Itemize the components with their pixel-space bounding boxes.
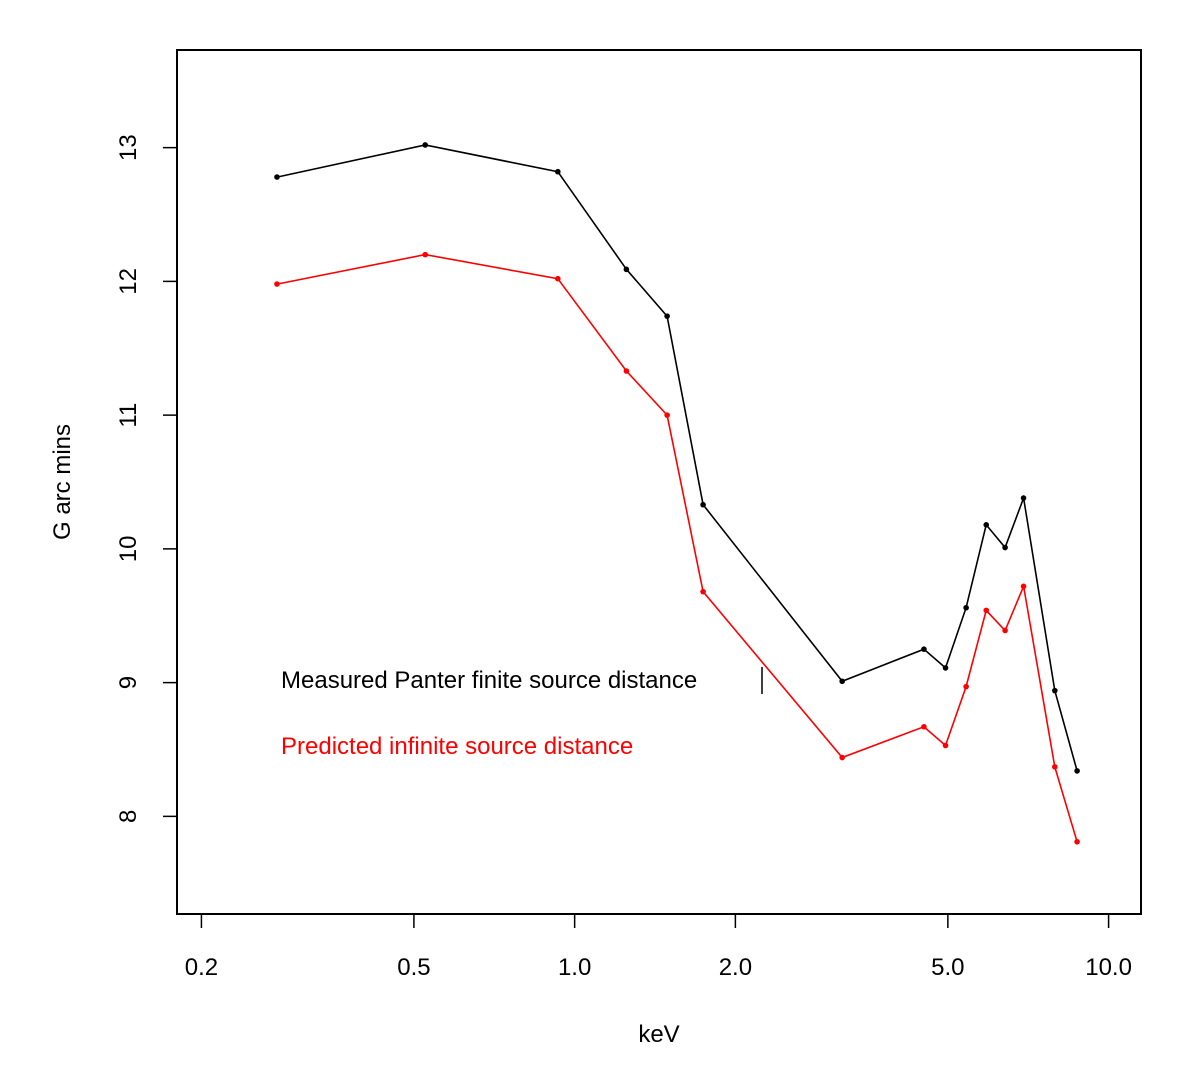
data-point [664,313,670,319]
data-point [1020,583,1027,590]
series-layer [274,142,1080,845]
x-tick-label: 0.2 [185,954,218,981]
x-axis: 0.2 0.5 1.0 2.0 5.0 10.0 [185,913,1132,981]
x-tick-label: 5.0 [931,954,964,981]
data-point [942,742,949,749]
data-point [623,266,630,273]
data-point [983,607,990,614]
series-1 [274,251,1080,845]
data-point [555,275,561,282]
data-point [839,678,845,685]
data-point [664,412,670,418]
y-tick-label: 10 [115,536,142,563]
data-point [1020,495,1027,501]
x-tick-label: 0.5 [397,954,430,981]
data-point [1074,768,1080,774]
data-point [963,683,969,690]
series-0 [274,142,1080,774]
data-point [963,604,969,611]
data-point [555,168,561,175]
data-point [422,142,429,148]
plot-frame [176,49,1142,915]
data-point [942,665,949,671]
y-axis: 8 9 10 11 12 13 [115,134,178,823]
x-tick-label: 10.0 [1085,954,1132,981]
legend-entry-measured: Measured Panter finite source distance [281,667,697,694]
data-point [1002,627,1008,634]
data-point [839,754,845,761]
data-point [700,501,706,508]
data-point [274,174,280,180]
data-point [1052,687,1058,694]
legend: Measured Panter finite source distance P… [281,667,763,760]
data-point [921,723,927,730]
y-tick-label: 8 [115,810,142,823]
x-tick-label: 2.0 [719,954,752,981]
data-point [274,281,280,287]
data-point [1052,764,1058,770]
data-point [700,588,706,595]
data-point [921,646,927,652]
legend-entry-predicted: Predicted infinite source distance [281,733,633,760]
data-point [422,251,429,258]
data-point [1074,838,1080,845]
y-tick-label: 13 [115,134,142,161]
data-point [1002,544,1008,551]
y-tick-label: 12 [115,268,142,295]
x-tick-label: 1.0 [558,954,591,981]
y-axis-label: G arc mins [49,424,76,540]
x-axis-label: keV [638,1021,679,1048]
y-tick-label: 9 [115,676,142,689]
data-point [623,368,630,374]
data-point [983,521,990,528]
y-tick-label: 11 [115,403,142,428]
